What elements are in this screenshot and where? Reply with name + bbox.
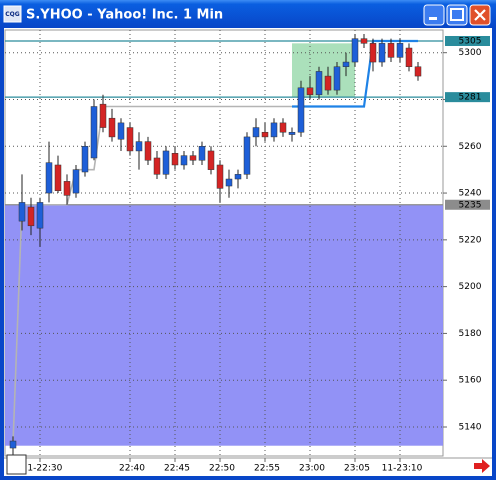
candle-body	[207, 150, 215, 170]
candle-body	[171, 153, 179, 166]
title-bar	[0, 0, 496, 28]
indicator-line	[292, 39, 418, 108]
scroll-arrow[interactable]	[474, 459, 490, 473]
y-tick-label: 5180	[459, 329, 482, 339]
candle-body	[378, 43, 386, 63]
candle-body	[369, 43, 377, 63]
candle-body	[342, 61, 350, 67]
price-label-box	[445, 92, 490, 103]
y-tick-label: 5160	[459, 376, 482, 386]
candle-body	[27, 206, 35, 227]
candle-body	[297, 87, 305, 133]
price-label-box	[445, 35, 490, 46]
candle-body	[18, 202, 26, 222]
zone	[5, 204, 443, 446]
indicator-line	[12, 105, 292, 444]
price-label-box	[445, 199, 490, 210]
candle-body	[351, 38, 359, 63]
candle-body	[315, 71, 323, 96]
candle-body	[306, 87, 314, 96]
x-tick-label: 11-23:10	[382, 464, 423, 474]
candle-body	[180, 155, 188, 166]
candle-body	[189, 155, 197, 161]
price-label: 5281	[459, 93, 482, 103]
candle-body	[396, 43, 404, 58]
candle-body	[108, 117, 116, 138]
candle-body	[126, 127, 134, 152]
candle-body	[405, 47, 413, 67]
close-button[interactable]	[469, 4, 491, 26]
candle-body	[333, 66, 341, 91]
candle-body	[99, 103, 107, 128]
y-tick-label: 5200	[459, 282, 482, 292]
price-label: 5235	[459, 200, 482, 210]
candle-body	[117, 122, 125, 140]
candle-body	[288, 131, 296, 135]
candle-body	[54, 164, 62, 191]
x-tick-label: 23:05	[344, 464, 370, 474]
candle-body	[225, 178, 233, 187]
y-tick-label: 5220	[459, 235, 482, 245]
candle-body	[360, 38, 368, 44]
y-tick-label: 5240	[459, 189, 482, 199]
candle-body	[36, 202, 44, 229]
app-icon-label: CQG	[5, 11, 20, 18]
x-tick-label: 22:45	[164, 464, 190, 474]
corner-box[interactable]	[6, 454, 27, 475]
candle-body	[81, 146, 89, 173]
y-tick-label: 5260	[459, 142, 482, 152]
app-icon	[3, 5, 22, 23]
candle-body	[153, 157, 161, 175]
candle-body	[90, 106, 98, 159]
candle-body	[162, 150, 170, 175]
chart: 51405160518052005220524052605280530011-2…	[5, 30, 490, 474]
candle-body	[234, 174, 242, 180]
candle-body	[135, 141, 143, 152]
candle-body	[270, 122, 278, 138]
candle-body	[9, 440, 17, 449]
x-tick-label: 22:55	[254, 464, 280, 474]
candle-body	[414, 66, 422, 77]
x-tick-label: 11-22:30	[22, 464, 63, 474]
x-tick-label: 23:00	[299, 464, 325, 474]
candle-body	[198, 146, 206, 161]
candle-body	[72, 169, 80, 194]
window-title: S.YHOO - Yahoo! Inc. 1 Min	[26, 8, 223, 23]
candle-body	[144, 141, 152, 161]
candle-body	[252, 127, 260, 138]
candle-body	[63, 181, 71, 196]
candle-body	[324, 75, 332, 91]
x-tick-label: 22:50	[209, 464, 235, 474]
candle-body	[243, 136, 251, 175]
price-label: 5305	[459, 36, 482, 46]
x-tick-label: 22:40	[119, 464, 145, 474]
candle-body	[216, 164, 224, 189]
y-tick-label: 5300	[459, 48, 482, 58]
candle-body	[45, 162, 53, 194]
y-tick-label: 5140	[459, 422, 482, 432]
candle-body	[279, 122, 287, 133]
candle-body	[261, 131, 269, 138]
candle-body	[387, 43, 395, 58]
minimize-button[interactable]	[423, 4, 445, 26]
maximize-button[interactable]	[446, 4, 468, 26]
